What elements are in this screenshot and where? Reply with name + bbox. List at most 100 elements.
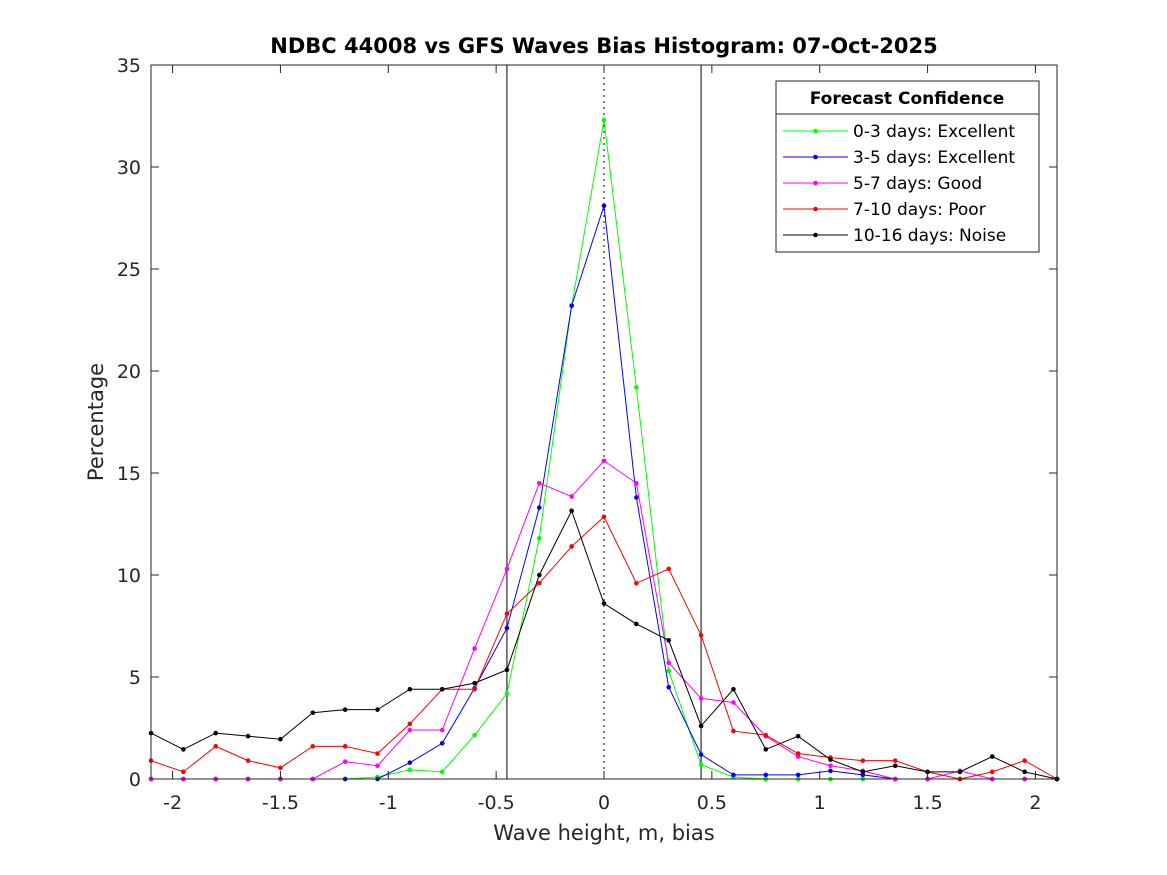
y-tick-label: 0 <box>129 769 141 791</box>
data-point <box>828 763 833 769</box>
data-point <box>375 707 380 712</box>
data-point <box>504 667 510 673</box>
legend: Forecast Confidence 0-3 days: Excellent 3… <box>775 80 1040 253</box>
data-point <box>989 769 995 775</box>
data-point <box>634 580 639 586</box>
data-point <box>310 744 316 749</box>
data-point <box>698 762 704 768</box>
legend-swatch-marker <box>813 206 818 212</box>
data-point <box>342 707 348 712</box>
data-point <box>407 721 413 727</box>
data-point <box>375 763 380 769</box>
legend-label: 0-3 days: Excellent <box>853 122 1015 142</box>
data-point <box>828 768 833 774</box>
legend-label: 7-10 days: Poor <box>853 200 986 220</box>
reference-lines <box>506 65 702 779</box>
y-tick-label: 30 <box>117 157 141 179</box>
data-point <box>181 769 186 775</box>
data-point <box>601 458 607 464</box>
data-point <box>731 686 736 692</box>
data-point <box>731 772 736 778</box>
legend-label: 5-7 days: Good <box>853 174 982 194</box>
data-point <box>634 621 639 627</box>
data-point <box>536 572 542 578</box>
data-point <box>698 632 704 638</box>
data-point <box>601 203 607 209</box>
data-point <box>763 772 769 778</box>
data-point <box>439 741 445 746</box>
data-point <box>245 758 251 763</box>
data-point <box>536 535 542 541</box>
data-point <box>1022 769 1027 775</box>
data-point <box>504 611 510 617</box>
data-point <box>536 505 542 510</box>
legend-swatch-marker <box>813 154 818 160</box>
legend-entry: 0-3 days: Excellent <box>783 122 1015 142</box>
data-point <box>957 769 963 775</box>
y-tick-label: 5 <box>129 667 141 689</box>
data-point <box>795 751 801 756</box>
data-point <box>278 765 283 771</box>
data-point <box>634 385 639 390</box>
data-point <box>989 754 995 759</box>
data-point <box>375 751 380 756</box>
x-tick-label: 1.5 <box>912 792 942 814</box>
data-point <box>504 566 510 572</box>
data-point <box>666 684 672 690</box>
chart-title: NDBC 44008 vs GFS Waves Bias Histogram: … <box>270 34 937 58</box>
legend-entry: 10-16 days: Noise <box>783 226 1006 246</box>
data-point <box>504 691 510 696</box>
data-point <box>601 601 607 606</box>
data-point <box>569 508 574 514</box>
data-point <box>763 747 769 752</box>
data-point <box>795 733 801 739</box>
data-point <box>472 686 477 692</box>
data-point <box>407 727 413 733</box>
data-point <box>439 686 445 692</box>
data-point <box>439 769 445 775</box>
data-point <box>763 732 769 738</box>
legend-label: 3-5 days: Excellent <box>853 148 1015 168</box>
legend-entries: 0-3 days: Excellent 3-5 days: Excellent 5-… <box>783 122 1015 246</box>
data-point <box>407 760 413 765</box>
data-point <box>569 494 574 499</box>
legend-title: Forecast Confidence <box>810 89 1005 109</box>
data-point <box>666 637 672 643</box>
data-point <box>634 495 639 500</box>
data-point <box>342 759 348 764</box>
x-tick-label: 0.5 <box>697 792 727 814</box>
data-point <box>213 744 219 749</box>
data-point <box>634 480 639 486</box>
legend-entry: 7-10 days: Poor <box>783 200 986 220</box>
data-point <box>698 752 704 757</box>
data-point <box>569 544 574 549</box>
x-tick-label: -1 <box>379 792 398 814</box>
x-tick-label: -1.5 <box>262 792 299 814</box>
data-point <box>860 769 866 775</box>
data-point <box>569 303 574 309</box>
data-point <box>407 767 413 773</box>
data-point <box>731 728 736 734</box>
legend-box <box>775 80 1040 253</box>
legend-entry: 5-7 days: Good <box>783 174 982 194</box>
data-point <box>892 758 898 763</box>
y-tick-label: 35 <box>117 55 141 77</box>
data-point <box>407 686 413 692</box>
legend-entry: 3-5 days: Excellent <box>783 148 1015 168</box>
data-point <box>310 710 316 715</box>
data-point <box>666 566 672 572</box>
x-tick-label: 2 <box>1029 792 1041 814</box>
data-point <box>601 514 607 520</box>
data-point <box>666 660 672 666</box>
data-point <box>472 732 477 738</box>
data-point <box>342 744 348 749</box>
data-point <box>731 700 736 705</box>
data-point <box>860 758 866 763</box>
data-point <box>472 646 477 651</box>
data-point <box>245 733 251 739</box>
y-axis-label: Percentage <box>84 363 108 481</box>
data-point <box>181 747 186 752</box>
data-point <box>472 680 477 686</box>
